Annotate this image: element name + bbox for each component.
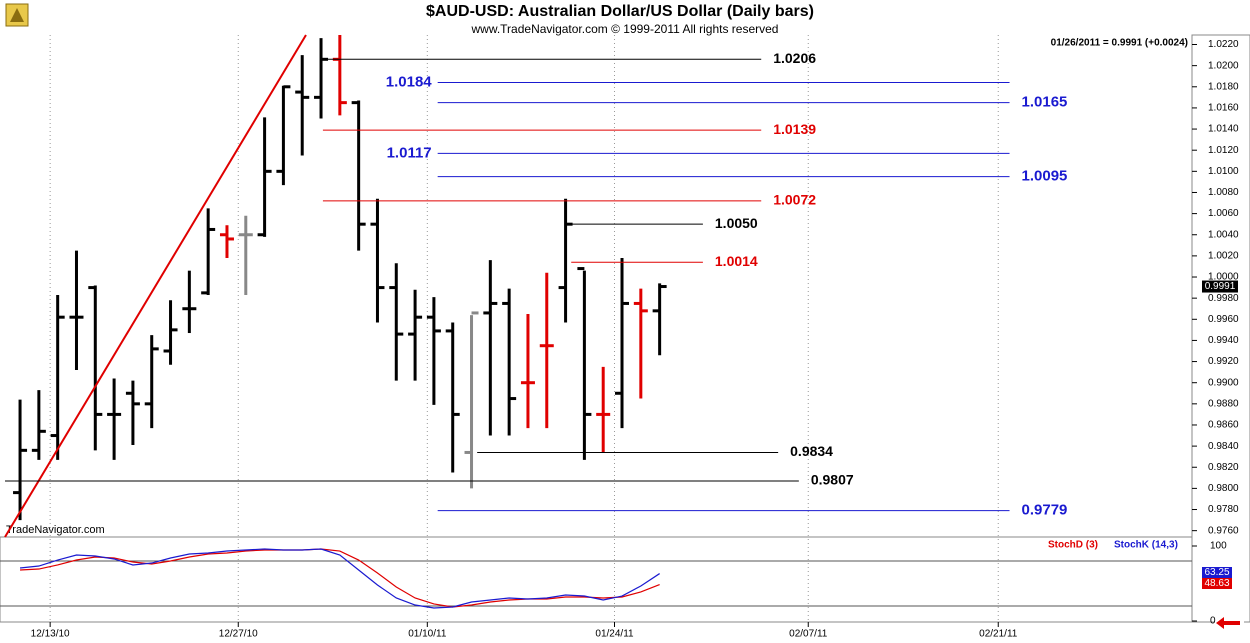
x-tick-label: 01/24/11 (595, 629, 634, 640)
value-label: 48.63 (1204, 578, 1229, 589)
y-tick-label: 1.0080 (1208, 187, 1239, 198)
trendline (4, 34, 307, 538)
right-axis (1191, 34, 1250, 623)
level-label: 0.9807 (811, 472, 854, 488)
y-tick-label: 1.0040 (1208, 229, 1239, 240)
y-tick-label: 0.9820 (1208, 462, 1239, 473)
y-tick-label: 0.9920 (1208, 356, 1239, 367)
level-label: 1.0072 (773, 192, 816, 208)
level-label: 1.0050 (715, 215, 758, 231)
value-box (1202, 578, 1232, 589)
level-label: 1.0165 (1022, 94, 1068, 111)
value-box (1202, 567, 1232, 578)
x-tick-label: 02/07/11 (789, 629, 828, 640)
level-label: 1.0139 (773, 121, 816, 137)
y-tick-label: 1.0180 (1208, 81, 1239, 92)
logo-icon (5, 3, 29, 27)
y-tick-label: 1.0140 (1208, 124, 1239, 135)
y-tick-label: 0.9900 (1208, 377, 1239, 388)
stoch-panel (0, 536, 1193, 623)
x-tick-label: 12/27/10 (219, 629, 258, 640)
level-label: 1.0014 (715, 253, 758, 269)
y-tick-label: 0.9780 (1208, 504, 1239, 515)
scroll-arrow[interactable] (1214, 616, 1244, 630)
y-tick-label: 1.0000 (1208, 272, 1239, 283)
y-tick-label: 0.9940 (1208, 335, 1239, 346)
y-tick-label: 1.0160 (1208, 103, 1239, 114)
y-tick-label: 0.9800 (1208, 483, 1239, 494)
y-tick-label: 0.9960 (1208, 314, 1239, 325)
y-tick-label: 1.0020 (1208, 251, 1239, 262)
y-tick-label: 100 (1210, 541, 1227, 552)
y-tick-label: 0.9840 (1208, 441, 1239, 452)
value-label: 63.25 (1204, 567, 1229, 578)
y-tick-label: 0.9980 (1208, 293, 1239, 304)
chart-subtitle: www.TradeNavigator.com © 1999-2011 All r… (471, 22, 779, 36)
level-label: 1.0206 (773, 50, 816, 66)
level-label: 0.9834 (790, 443, 833, 459)
y-tick-label: 0.9860 (1208, 420, 1239, 431)
stoch-line (20, 548, 660, 608)
watermark: TradeNavigator.com (6, 524, 105, 536)
level-label: 1.0095 (1022, 168, 1068, 185)
y-tick-label: 1.0120 (1208, 145, 1239, 156)
stoch-line (19, 548, 660, 609)
x-tick-label: 01/10/11 (408, 629, 447, 640)
level-label: 0.9779 (1022, 502, 1068, 519)
level-label: 1.0117 (387, 144, 432, 161)
legend-entry: StochK (14,3) (1114, 540, 1178, 551)
y-tick-label: 1.0060 (1208, 208, 1239, 219)
last-price: 0.9991 (1205, 281, 1236, 292)
quote: 01/26/2011 = 0.9991 (+0.0024) (1051, 38, 1188, 49)
level-label: 1.0184 (386, 74, 433, 91)
x-tick-label: 12/13/10 (31, 629, 70, 640)
x-tick-label: 02/21/11 (979, 629, 1018, 640)
last-price-box (1202, 280, 1238, 293)
chart-title: $AUD-USD: Australian Dollar/US Dollar (D… (426, 3, 814, 20)
y-tick-label: 1.0200 (1208, 60, 1239, 71)
y-tick-label: 0 (1210, 616, 1216, 627)
y-tick-label: 1.0100 (1208, 166, 1239, 177)
y-tick-label: 0.9760 (1208, 525, 1239, 536)
legend-entry: StochD (3) (1048, 540, 1098, 551)
y-tick-label: 1.0220 (1208, 39, 1239, 50)
y-tick-label: 0.9880 (1208, 398, 1239, 409)
